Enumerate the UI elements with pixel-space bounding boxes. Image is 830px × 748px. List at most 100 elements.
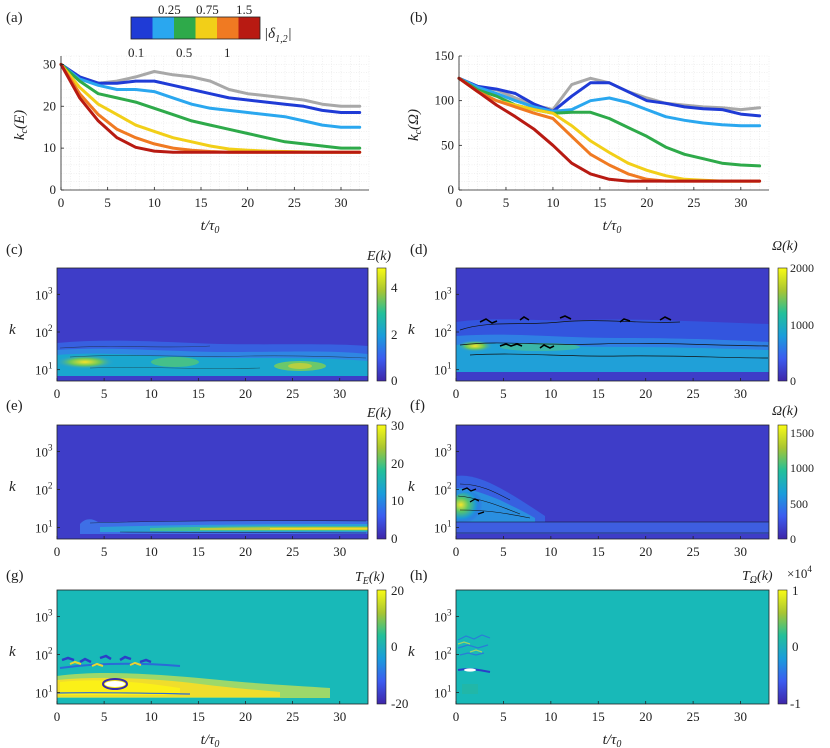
x-tick-label: 0 <box>453 709 460 724</box>
x-tick-label: 30 <box>734 195 747 210</box>
panel-a-plot: 0 5 10 15 20 25 30 0 10 20 30 <box>43 55 370 210</box>
x-tick-label: 0 <box>453 386 460 401</box>
x-tick-label: 10 <box>544 709 557 724</box>
panel-f: (f) 0 5 10 15 20 25 30 103 102 101 k Ω(k) 1500 100… <box>408 398 814 559</box>
x-tick-label: 5 <box>503 195 510 210</box>
delta-legend: 0.25 0.75 1.5 0.1 0.5 1 |δ1,2| <box>128 2 292 60</box>
x-tick-label: 25 <box>687 544 700 559</box>
y-tick-label: 103 <box>35 285 53 302</box>
x-tick-label: 30 <box>333 544 346 559</box>
panel-h-xlabel: t/τ0 <box>603 732 622 748</box>
x-tick-label: 0 <box>54 709 61 724</box>
x-tick-label: 10 <box>544 544 557 559</box>
series-line-1.5 <box>457 76 762 183</box>
y-tick-label: 100 <box>435 93 455 108</box>
x-tick-label: 10 <box>148 195 161 210</box>
series-line-1.5 <box>59 62 362 154</box>
x-tick-label: 30 <box>333 386 346 401</box>
panel-e-colorbar <box>376 424 387 540</box>
y-tick-label: 101 <box>434 684 452 701</box>
y-tick-label: 0 <box>50 182 57 197</box>
legend-top-label-3: 1.5 <box>236 2 252 17</box>
y-tick-label: 101 <box>35 684 53 701</box>
x-tick-label: 5 <box>500 709 507 724</box>
x-tick-label: 10 <box>145 709 158 724</box>
panel-g-cbar-tick-20: 20 <box>391 583 404 598</box>
x-tick-label: 0 <box>453 544 460 559</box>
panel-e-heatmap <box>57 425 368 539</box>
x-tick-label: 5 <box>500 386 507 401</box>
panel-c-cbar-tick-2: 2 <box>391 327 398 342</box>
series-line-gray <box>59 62 362 108</box>
x-tick-label: 0 <box>456 195 463 210</box>
x-tick-label: 25 <box>687 709 700 724</box>
panel-g-heatmap <box>57 590 368 704</box>
legend-bottom-label-2: 0.5 <box>176 45 192 60</box>
panel-d: (d) 0 5 10 15 20 25 30 103 102 101 k Ω(k) 2000 100… <box>408 239 814 401</box>
legend-swatch-5 <box>238 17 260 39</box>
legend-swatch-1 <box>152 17 174 39</box>
legend-title: |δ1,2| <box>264 26 292 45</box>
y-tick-label: 102 <box>35 323 53 340</box>
panel-b: (b) 0 5 10 15 20 25 30 0 50 100 150 kc(Ω) t/τ0 <box>406 10 770 236</box>
panel-e: (e) 0 5 10 15 20 25 30 103 102 101 k E(k) 30 20 10… <box>6 398 404 559</box>
x-tick-label: 25 <box>286 709 299 724</box>
x-tick-label: 5 <box>104 195 111 210</box>
panel-e-tag: (e) <box>6 398 23 414</box>
panel-c-heatmap <box>57 268 368 381</box>
x-tick-label: 10 <box>544 386 557 401</box>
x-tick-label: 15 <box>592 709 605 724</box>
panel-b-xlabel: t/τ0 <box>603 218 622 236</box>
series-line-0.1 <box>457 76 762 118</box>
panel-d-cbar-tick-0: 0 <box>790 374 796 388</box>
x-tick-label: 15 <box>195 195 208 210</box>
x-tick-label: 30 <box>734 386 747 401</box>
panel-a-xlabel: t/τ0 <box>201 218 220 236</box>
panel-b-plot: 0 5 10 15 20 25 30 0 50 100 150 <box>435 48 770 210</box>
y-tick-label: 102 <box>434 481 452 498</box>
y-tick-label: 101 <box>35 519 53 536</box>
panel-f-cbar-tick-1000: 1000 <box>790 461 814 475</box>
panel-g-xlabel: t/τ0 <box>201 732 220 748</box>
y-tick-label: 102 <box>35 646 53 663</box>
panel-c-colorbar <box>376 267 387 382</box>
y-tick-label: 101 <box>434 519 452 536</box>
x-tick-label: 20 <box>241 195 254 210</box>
y-axis-label: k <box>9 479 16 495</box>
x-tick-label: 20 <box>639 544 652 559</box>
panel-a-ylabel: kc(E) <box>12 110 30 140</box>
x-tick-label: 10 <box>145 386 158 401</box>
y-tick-label: 102 <box>434 323 452 340</box>
panel-e-cbar-tick-20: 20 <box>391 456 404 471</box>
panel-c: (c) 0 5 10 15 20 25 30 103 102 101 k E(k) 4 2 0 <box>6 242 398 401</box>
y-tick-label: 50 <box>441 137 454 152</box>
x-tick-label: 5 <box>101 709 108 724</box>
x-tick-label: 25 <box>687 386 700 401</box>
y-tick-label: 103 <box>35 608 53 625</box>
panel-g-cbar-tick-0: 0 <box>391 639 398 654</box>
panel-g-axes: 0 5 10 15 20 25 30 103 102 101 k <box>9 608 346 724</box>
panel-f-cbar-tick-0: 0 <box>790 532 796 546</box>
panel-g-tag: (g) <box>6 568 24 584</box>
y-tick-label: 102 <box>35 481 53 498</box>
y-axis-label: k <box>9 644 16 660</box>
x-tick-label: 15 <box>192 544 205 559</box>
x-tick-label: 20 <box>640 195 653 210</box>
x-tick-label: 0 <box>54 386 61 401</box>
panel-c-cbar-tick-4: 4 <box>391 280 398 295</box>
panel-e-cbar-tick-30: 30 <box>391 418 404 433</box>
panel-h-colorbar-exponent: ×104 <box>787 564 812 581</box>
x-tick-label: 25 <box>687 195 700 210</box>
legend-swatch-2 <box>174 17 196 39</box>
x-tick-label: 25 <box>288 195 301 210</box>
y-axis-label: k <box>408 322 415 338</box>
panel-g-colorbar-title: TE(k) <box>355 570 385 587</box>
x-tick-label: 20 <box>639 709 652 724</box>
y-tick-label: 10 <box>43 140 56 155</box>
x-tick-label: 5 <box>101 386 108 401</box>
x-tick-label: 15 <box>192 709 205 724</box>
x-tick-label: 30 <box>734 709 747 724</box>
y-tick-label: 103 <box>434 285 452 302</box>
legend-swatches <box>130 16 261 40</box>
series-line-0.25 <box>59 62 362 129</box>
